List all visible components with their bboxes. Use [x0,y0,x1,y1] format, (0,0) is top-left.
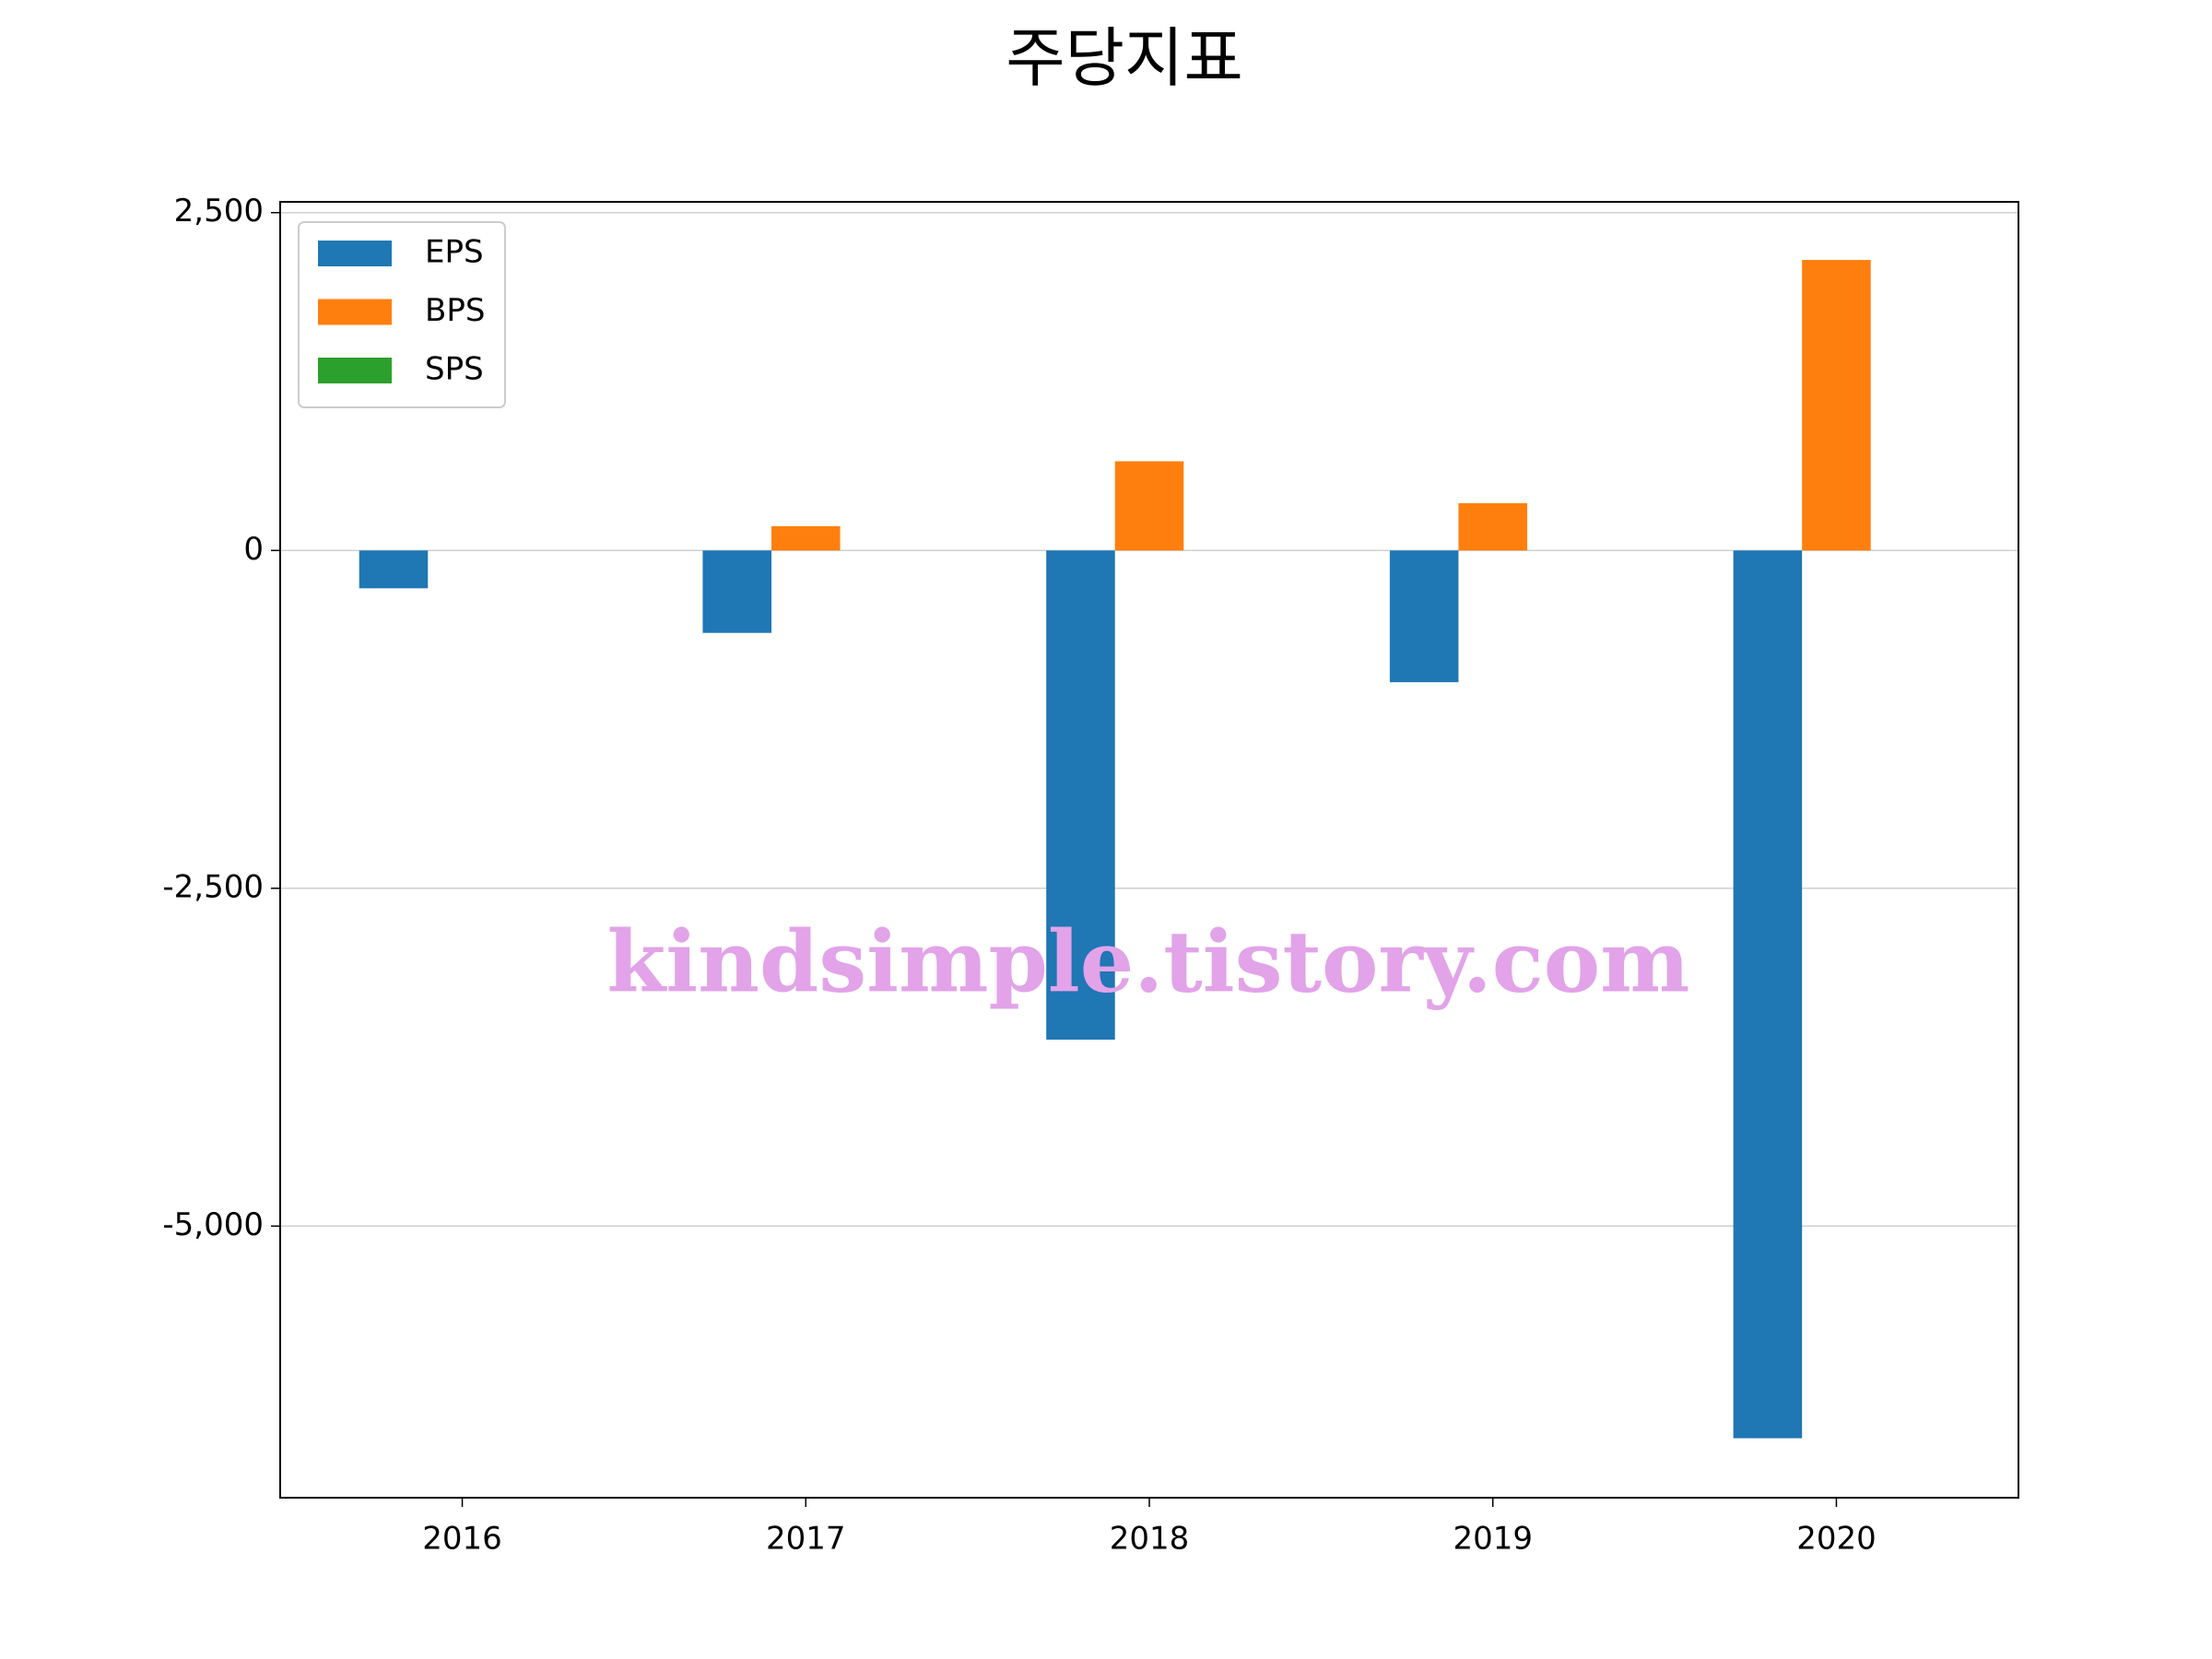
x-tick-label: 2017 [766,1521,846,1558]
x-tick-label: 2016 [422,1521,502,1558]
bar [1114,461,1184,551]
watermark: kindsimple.tistory.com [606,912,1689,1012]
y-tick-label: 0 [243,531,264,568]
chart-title: 주당지표 [1006,20,1243,96]
x-tick-label: 2018 [1110,1521,1190,1558]
bar [359,550,429,589]
legend-label: BPS [425,292,485,329]
legend-label: EPS [425,234,484,271]
bar [702,550,771,633]
bar [771,525,841,551]
bar [1389,550,1459,683]
x-tick-label: 2019 [1453,1521,1533,1558]
plot-frame [279,201,2019,1499]
bar [1458,502,1527,551]
legend-swatch [318,241,392,266]
legend-swatch [318,358,392,383]
y-tick-label: 2,500 [174,193,264,229]
legend-swatch [318,299,392,325]
legend-label: SPS [425,351,484,388]
y-tick-label: -2,500 [162,868,264,905]
y-tick-label: -5,000 [162,1206,264,1243]
x-tick-label: 2020 [1796,1521,1877,1558]
bar [1802,260,1871,551]
bar [1733,550,1803,1439]
bar [1046,550,1115,1040]
